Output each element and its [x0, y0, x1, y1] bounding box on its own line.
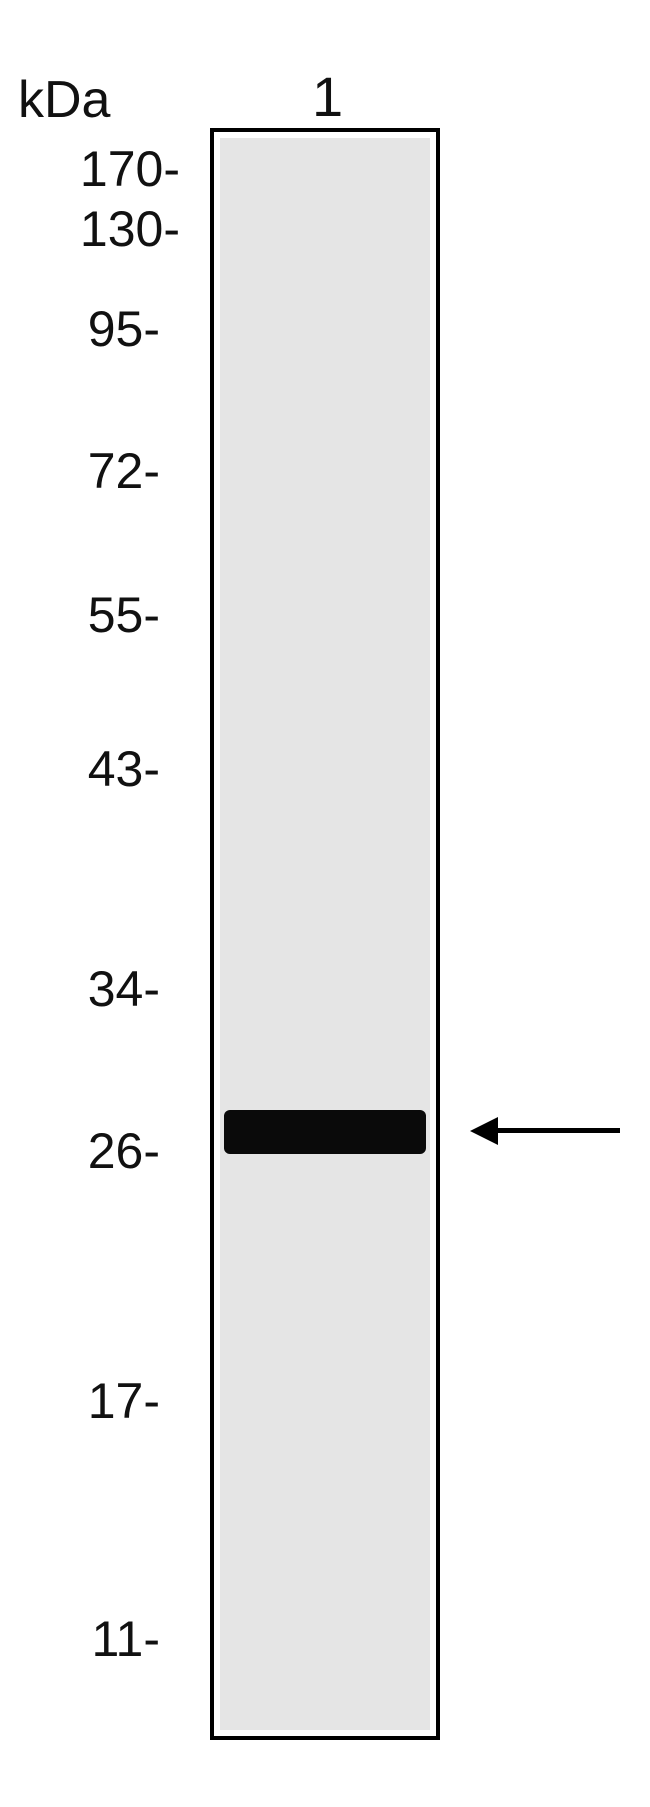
mw-marker-95: 95-: [0, 300, 160, 358]
western-blot-figure: kDa 1 170- 130- 95- 72- 55- 43- 34- 26- …: [0, 0, 650, 1807]
mw-marker-26: 26-: [0, 1122, 160, 1180]
protein-band: [224, 1110, 426, 1154]
band-arrow-head-icon: [470, 1117, 498, 1145]
mw-marker-170: 170-: [0, 140, 180, 198]
lane-number-1: 1: [312, 64, 343, 129]
mw-marker-43: 43-: [0, 740, 160, 798]
band-arrow-line: [498, 1128, 620, 1133]
mw-marker-130: 130-: [0, 200, 180, 258]
mw-marker-11: 11-: [0, 1610, 160, 1668]
mw-marker-17: 17-: [0, 1372, 160, 1430]
mw-marker-72: 72-: [0, 442, 160, 500]
kda-unit-label: kDa: [18, 70, 110, 130]
lane-background: [220, 138, 430, 1730]
mw-marker-34: 34-: [0, 960, 160, 1018]
mw-marker-55: 55-: [0, 586, 160, 644]
